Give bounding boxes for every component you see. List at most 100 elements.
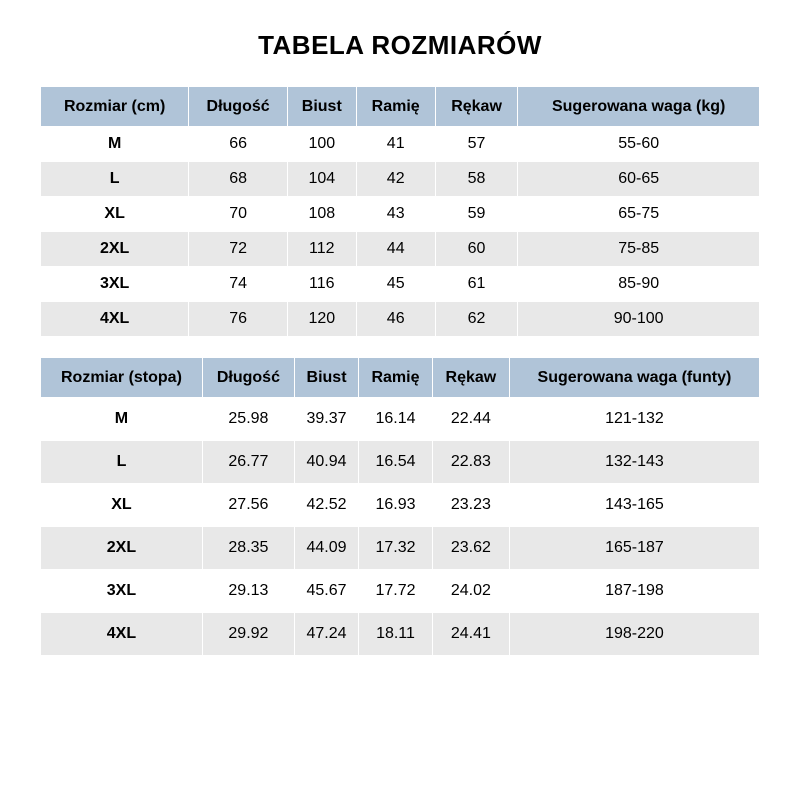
table-row: 3XL74116456185-90 <box>41 267 760 302</box>
table-cell: 16.54 <box>359 441 433 484</box>
col-header: Biust <box>287 87 356 127</box>
table-cell: 42 <box>356 162 435 197</box>
col-header: Ramię <box>356 87 435 127</box>
table-cell: 62 <box>435 302 518 337</box>
table-cell: 60-65 <box>518 162 760 197</box>
table-cell: 16.14 <box>359 398 433 441</box>
table-cell: 2XL <box>41 527 203 570</box>
table-cell: 44 <box>356 232 435 267</box>
col-header: Rozmiar (stopa) <box>41 358 203 398</box>
col-header: Ramię <box>359 358 433 398</box>
table-cell: 116 <box>287 267 356 302</box>
table-cell: 108 <box>287 197 356 232</box>
table-cell: 75-85 <box>518 232 760 267</box>
table-cell: 60 <box>435 232 518 267</box>
table-cell: 29.92 <box>202 613 294 656</box>
table-cell: 17.32 <box>359 527 433 570</box>
table-cell: 22.44 <box>432 398 509 441</box>
table-cell: M <box>41 127 189 162</box>
table-cell: 57 <box>435 127 518 162</box>
table-cell: 70 <box>189 197 288 232</box>
table-cell: L <box>41 162 189 197</box>
table-row: XL27.5642.5216.9323.23143-165 <box>41 484 760 527</box>
table-row: M66100415755-60 <box>41 127 760 162</box>
table-cell: 2XL <box>41 232 189 267</box>
table-cell: 47.24 <box>294 613 358 656</box>
table-cell: 26.77 <box>202 441 294 484</box>
table-cell: 68 <box>189 162 288 197</box>
table-cell: 28.35 <box>202 527 294 570</box>
table-cell: 17.72 <box>359 570 433 613</box>
page-title: TABELA ROZMIARÓW <box>40 30 760 61</box>
table-row: 2XL72112446075-85 <box>41 232 760 267</box>
table-cell: 16.93 <box>359 484 433 527</box>
table-cell: 27.56 <box>202 484 294 527</box>
col-header: Biust <box>294 358 358 398</box>
table-row: 4XL29.9247.2418.1124.41198-220 <box>41 613 760 656</box>
table-cell: 187-198 <box>509 570 759 613</box>
table-cell: 24.41 <box>432 613 509 656</box>
col-header: Długość <box>202 358 294 398</box>
table-header-row: Rozmiar (stopa) Długość Biust Ramię Ręka… <box>41 358 760 398</box>
table-row: M25.9839.3716.1422.44121-132 <box>41 398 760 441</box>
table-cell: L <box>41 441 203 484</box>
table-cell: 55-60 <box>518 127 760 162</box>
table-cell: 46 <box>356 302 435 337</box>
table-cell: 3XL <box>41 267 189 302</box>
table-cell: 3XL <box>41 570 203 613</box>
table-cell: 85-90 <box>518 267 760 302</box>
table-cell: 18.11 <box>359 613 433 656</box>
table-cell: 4XL <box>41 613 203 656</box>
table-cell: 4XL <box>41 302 189 337</box>
table-cell: 44.09 <box>294 527 358 570</box>
table-cell: 165-187 <box>509 527 759 570</box>
table-cell: 66 <box>189 127 288 162</box>
table-row: XL70108435965-75 <box>41 197 760 232</box>
table-cell: 104 <box>287 162 356 197</box>
col-header: Długość <box>189 87 288 127</box>
table-cell: 29.13 <box>202 570 294 613</box>
col-header: Sugerowana waga (funty) <box>509 358 759 398</box>
table-cell: 23.62 <box>432 527 509 570</box>
table-cell: 45 <box>356 267 435 302</box>
table-cell: 45.67 <box>294 570 358 613</box>
table-cell: 132-143 <box>509 441 759 484</box>
size-table-feet: Rozmiar (stopa) Długość Biust Ramię Ręka… <box>40 357 760 656</box>
table-cell: 39.37 <box>294 398 358 441</box>
table-cell: XL <box>41 197 189 232</box>
table-cell: 58 <box>435 162 518 197</box>
table-cell: 22.83 <box>432 441 509 484</box>
table-cell: 42.52 <box>294 484 358 527</box>
table-cell: 143-165 <box>509 484 759 527</box>
table-cell: 100 <box>287 127 356 162</box>
table-cell: 198-220 <box>509 613 759 656</box>
table-cell: 43 <box>356 197 435 232</box>
col-header: Rękaw <box>432 358 509 398</box>
table-header-row: Rozmiar (cm) Długość Biust Ramię Rękaw S… <box>41 87 760 127</box>
table-cell: M <box>41 398 203 441</box>
table-cell: 74 <box>189 267 288 302</box>
table-cell: 76 <box>189 302 288 337</box>
table-row: 2XL28.3544.0917.3223.62165-187 <box>41 527 760 570</box>
table-cell: 25.98 <box>202 398 294 441</box>
table-cell: 24.02 <box>432 570 509 613</box>
table-cell: 90-100 <box>518 302 760 337</box>
size-table-cm: Rozmiar (cm) Długość Biust Ramię Rękaw S… <box>40 86 760 337</box>
table-cell: 65-75 <box>518 197 760 232</box>
table-cell: 59 <box>435 197 518 232</box>
table-cell: 112 <box>287 232 356 267</box>
table-cell: XL <box>41 484 203 527</box>
table-cell: 121-132 <box>509 398 759 441</box>
col-header: Rozmiar (cm) <box>41 87 189 127</box>
table-cell: 23.23 <box>432 484 509 527</box>
table-row: L26.7740.9416.5422.83132-143 <box>41 441 760 484</box>
table-cell: 61 <box>435 267 518 302</box>
col-header: Rękaw <box>435 87 518 127</box>
col-header: Sugerowana waga (kg) <box>518 87 760 127</box>
table-cell: 72 <box>189 232 288 267</box>
table-row: 3XL29.1345.6717.7224.02187-198 <box>41 570 760 613</box>
table-cell: 40.94 <box>294 441 358 484</box>
table-row: 4XL76120466290-100 <box>41 302 760 337</box>
table-row: L68104425860-65 <box>41 162 760 197</box>
table-cell: 41 <box>356 127 435 162</box>
